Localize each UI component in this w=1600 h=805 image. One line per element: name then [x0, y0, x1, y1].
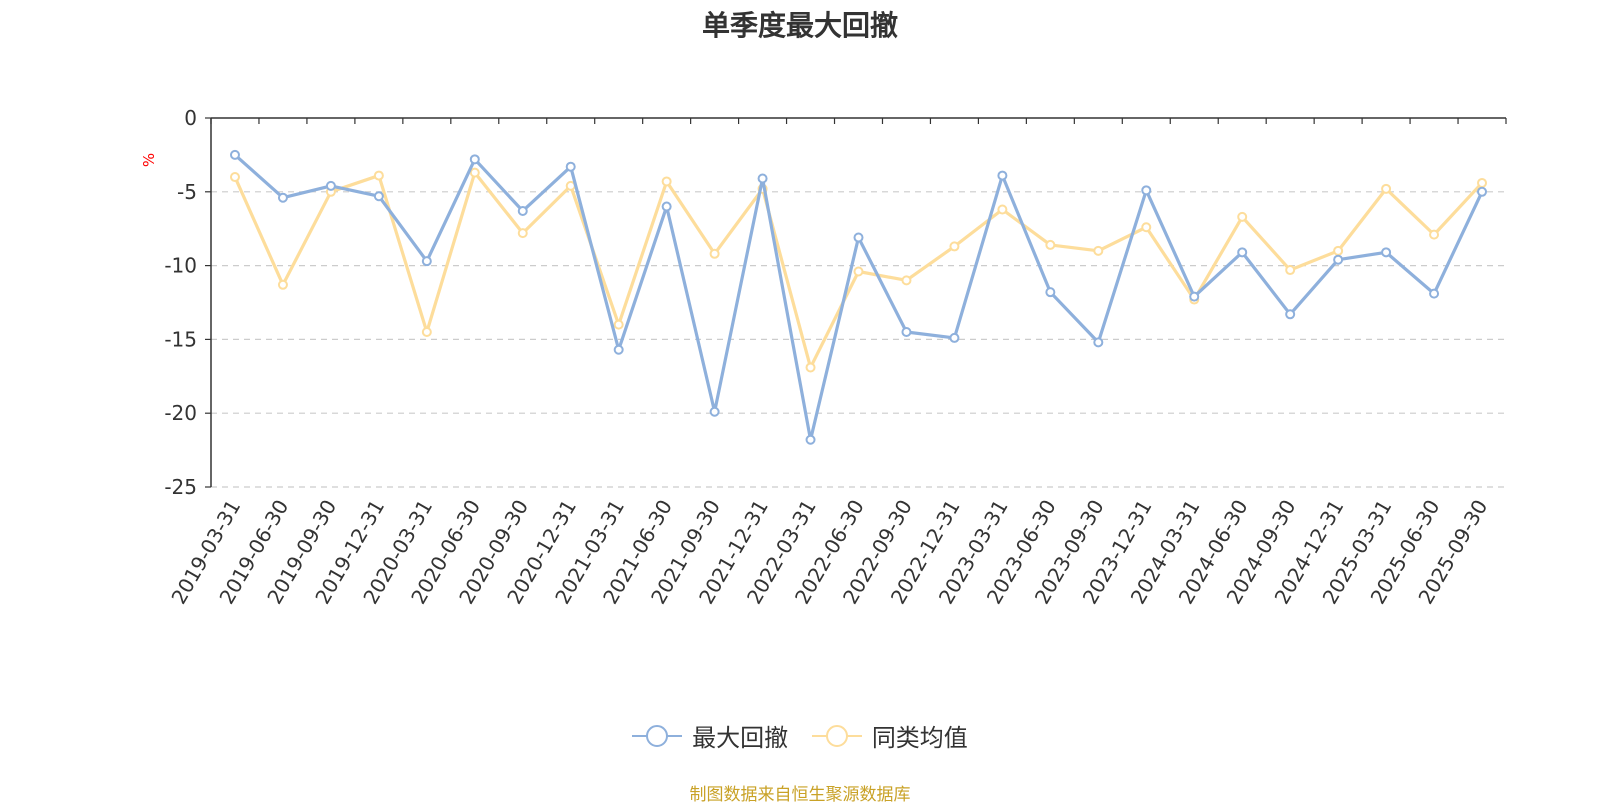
data-point[interactable]	[373, 170, 384, 181]
data-point[interactable]	[613, 344, 624, 355]
data-point[interactable]	[997, 204, 1008, 215]
legend-label-max-drawdown: 最大回撤	[692, 724, 789, 752]
data-point[interactable]	[661, 176, 672, 187]
data-point[interactable]	[709, 406, 720, 417]
data-point[interactable]	[421, 327, 432, 338]
data-point[interactable]	[949, 241, 960, 252]
legend-symbol-peer-average	[811, 724, 862, 747]
data-point[interactable]	[661, 201, 672, 212]
data-point[interactable]	[1141, 185, 1152, 196]
data-point[interactable]	[613, 319, 624, 330]
legend-item-max-drawdown[interactable]: 最大回撤	[632, 718, 788, 753]
data-point[interactable]	[1381, 247, 1392, 258]
data-point[interactable]	[469, 167, 480, 178]
chart-title: 单季度最大回撤	[701, 9, 898, 42]
data-point[interactable]	[709, 248, 720, 259]
source-footer: 制图数据来自恒生聚源数据库	[689, 785, 911, 805]
legend: 最大回撤 同类均值	[0, 718, 1600, 755]
series-lines	[229, 149, 1488, 445]
series-0	[229, 149, 1488, 445]
y-tick-label: -5	[177, 180, 197, 204]
data-point[interactable]	[853, 232, 864, 243]
legend-label-peer-average: 同类均值	[871, 724, 968, 752]
series-line	[233, 153, 1484, 442]
data-point[interactable]	[1333, 254, 1344, 265]
y-tick-label: 0	[184, 106, 197, 130]
data-point[interactable]	[901, 327, 912, 338]
data-point[interactable]	[1141, 222, 1152, 233]
data-point[interactable]	[1045, 239, 1056, 250]
legend-item-peer-average[interactable]: 同类均值	[811, 718, 968, 753]
y-tick-label: -20	[164, 401, 197, 425]
data-point[interactable]	[1381, 183, 1392, 194]
y-tick-label: -15	[164, 327, 197, 351]
data-point[interactable]	[1477, 186, 1488, 197]
data-point[interactable]	[757, 173, 768, 184]
data-point[interactable]	[229, 149, 240, 160]
data-point[interactable]	[853, 266, 864, 277]
y-tick-label: -25	[164, 475, 197, 499]
y-axis-label: %	[140, 153, 158, 167]
data-point[interactable]	[901, 275, 912, 286]
data-point[interactable]	[229, 172, 240, 183]
data-point[interactable]	[277, 279, 288, 290]
data-point[interactable]	[1237, 211, 1248, 222]
data-point[interactable]	[805, 362, 816, 373]
data-point[interactable]	[805, 434, 816, 445]
data-point[interactable]	[1237, 247, 1248, 258]
data-point[interactable]	[469, 154, 480, 165]
data-point[interactable]	[1429, 288, 1440, 299]
data-point[interactable]	[1285, 265, 1296, 276]
data-point[interactable]	[325, 180, 336, 191]
data-point[interactable]	[517, 205, 528, 216]
axes	[210, 117, 1506, 487]
data-point[interactable]	[1045, 287, 1056, 298]
series-1	[229, 167, 1488, 373]
line-chart: 0-5-10-15-20-25 2019-03-312019-06-302019…	[140, 106, 1507, 608]
data-point[interactable]	[421, 256, 432, 267]
data-point[interactable]	[565, 161, 576, 172]
data-point[interactable]	[997, 170, 1008, 181]
data-point[interactable]	[1477, 177, 1488, 188]
y-axis-ticks: 0 -5 -10 -15 -20 -25	[164, 106, 211, 499]
data-point[interactable]	[517, 228, 528, 239]
y-tick-label: -10	[164, 254, 197, 278]
data-point[interactable]	[1093, 337, 1104, 348]
data-point[interactable]	[373, 191, 384, 202]
data-point[interactable]	[1093, 245, 1104, 256]
legend-symbol-max-drawdown	[632, 724, 683, 747]
data-point[interactable]	[1333, 245, 1344, 256]
data-point[interactable]	[1429, 229, 1440, 240]
data-point[interactable]	[1285, 309, 1296, 320]
data-point[interactable]	[949, 332, 960, 343]
data-point[interactable]	[277, 192, 288, 203]
data-point[interactable]	[1189, 291, 1200, 302]
